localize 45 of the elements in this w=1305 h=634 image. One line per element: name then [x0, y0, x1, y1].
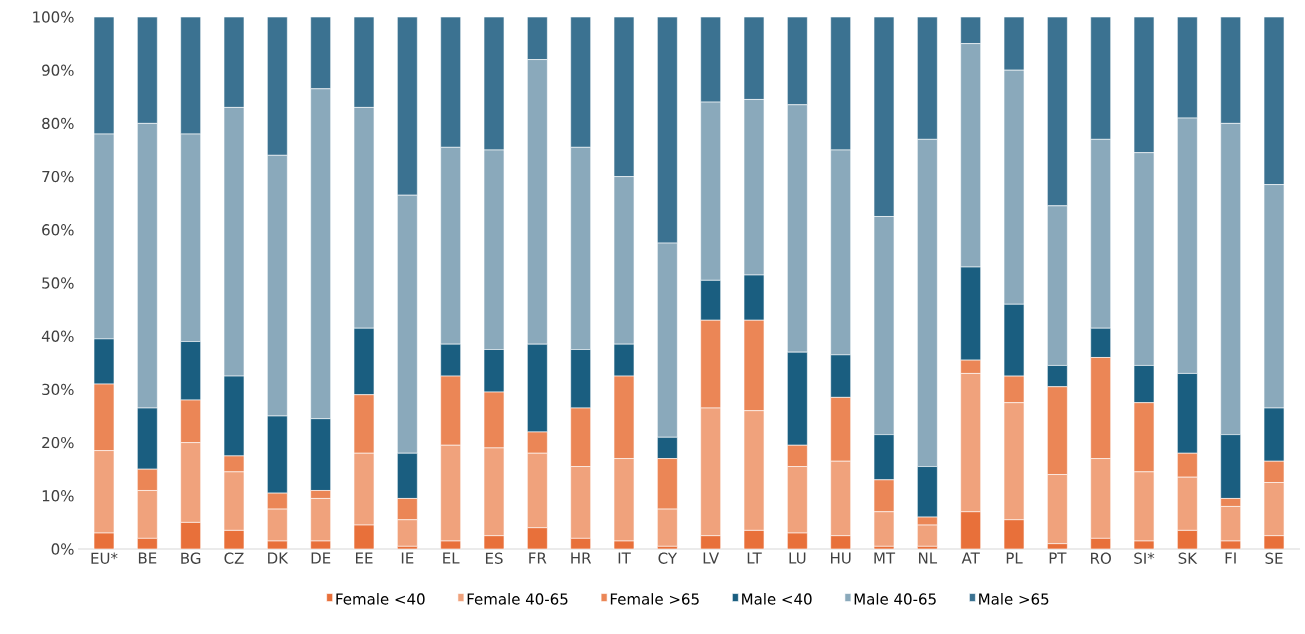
x-tick-label: EE [356, 552, 373, 564]
legend-label: Female 40-65 [467, 593, 568, 605]
y-tick-label: 70% [42, 170, 74, 183]
y-tick-label: 0% [51, 543, 74, 555]
x-tick-label: FR [529, 552, 547, 564]
legend-label: Female >65 [610, 593, 699, 605]
x-tick-label: DE [311, 552, 331, 564]
legend-label: Male <40 [742, 593, 812, 605]
x-tick-label: PT [1049, 552, 1067, 564]
x-tick-label: EU* [91, 552, 118, 564]
legend-label: Male 40-65 [854, 593, 936, 605]
x-tick-label: CY [658, 552, 678, 564]
x-tick-label: IE [401, 552, 414, 564]
y-tick-label: 20% [42, 436, 74, 449]
y-tick-label: 40% [41, 330, 74, 342]
y-tick-label: 100% [33, 11, 74, 23]
legend-label: Male >65 [979, 593, 1049, 605]
x-tick-label: SE [1265, 552, 1283, 564]
x-tick-label: RO [1091, 552, 1111, 564]
y-tick-label: 80% [42, 117, 74, 130]
x-tick-label: MT [874, 552, 896, 564]
x-tick-label: ES [485, 552, 503, 564]
x-tick-label: BG [181, 552, 201, 564]
x-tick-label: BE [138, 552, 157, 564]
x-tick-label: SI* [1134, 552, 1155, 564]
legend-label: Female <40 [336, 593, 425, 605]
y-tick-label: 10% [42, 490, 74, 502]
x-tick-label: PL [1006, 552, 1023, 564]
x-tick-label: HU [831, 552, 851, 564]
y-tick-label: 50% [42, 277, 74, 289]
x-tick-label: IT [618, 552, 631, 564]
x-tick-label: CZ [224, 552, 244, 564]
x-tick-label: FI [1225, 552, 1236, 564]
x-tick-label: LV [703, 552, 720, 564]
x-tick-label: HR [571, 552, 592, 564]
x-tick-label: LT [747, 552, 762, 564]
y-tick-label: 90% [42, 64, 74, 76]
y-tick-label: 60% [42, 224, 74, 236]
x-tick-label: LU [789, 552, 806, 564]
y-tick-label: 30% [42, 383, 74, 396]
x-tick-label: AT [961, 552, 980, 564]
x-tick-label: DK [268, 552, 289, 564]
x-tick-label: NL [919, 552, 938, 564]
x-tick-label: SK [1178, 552, 1198, 564]
x-tick-label: EL [443, 552, 460, 564]
